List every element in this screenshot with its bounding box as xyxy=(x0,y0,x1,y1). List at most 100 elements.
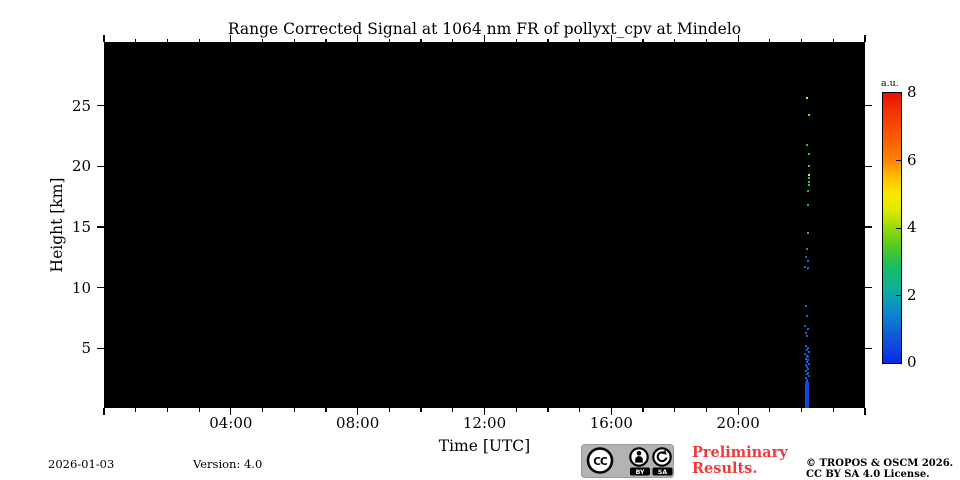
y-tick-label: 5 xyxy=(81,339,91,358)
copyright-line2: CC BY SA 4.0 License. xyxy=(806,469,930,480)
y-tick-major xyxy=(865,287,872,289)
y-tick-major xyxy=(97,347,104,349)
signal-point xyxy=(806,189,809,192)
y-tick-labels: 5 10 15 20 25 xyxy=(45,42,91,408)
x-axis-top-ticks xyxy=(103,35,866,42)
signal-point xyxy=(807,267,810,270)
signal-point xyxy=(807,174,810,177)
x-tick-minor xyxy=(198,38,200,42)
signal-point xyxy=(807,153,810,156)
sa-arrowhead-icon xyxy=(661,449,667,455)
signal-point xyxy=(807,113,810,116)
colorbar-minor-tick xyxy=(896,160,901,161)
x-tick-minor xyxy=(420,38,422,42)
colorbar-tick-label: 4 xyxy=(907,218,917,236)
cc-by-sa-badge: CC BY SA xyxy=(581,444,674,478)
signal-point xyxy=(804,266,807,269)
signal-point xyxy=(807,350,810,353)
signal-point xyxy=(808,165,811,168)
x-tick-minor xyxy=(325,38,327,42)
signal-point xyxy=(807,363,810,366)
signal-point xyxy=(806,259,809,262)
x-tick-minor xyxy=(579,38,581,42)
y-tick-major xyxy=(865,165,872,167)
x-tick-label: 12:00 xyxy=(462,414,507,432)
by-pill-text: BY xyxy=(636,469,645,476)
signal-point xyxy=(807,327,810,330)
y-axis-right-ticks xyxy=(865,42,872,408)
x-tick-minor xyxy=(198,408,200,412)
signal-point xyxy=(806,204,809,207)
y-tick-label: 15 xyxy=(71,218,91,236)
x-tick-minor xyxy=(166,38,168,42)
y-tick-major xyxy=(865,347,872,349)
x-tick-minor xyxy=(705,38,708,42)
signal-point xyxy=(805,357,808,360)
signal-point xyxy=(807,180,810,183)
x-tick-major xyxy=(230,35,232,42)
y-tick-major xyxy=(865,226,872,228)
x-tick-minor xyxy=(452,38,454,42)
y-tick-label: 20 xyxy=(71,157,91,176)
x-tick-minor xyxy=(674,408,676,412)
x-tick-label: 20:00 xyxy=(716,414,760,432)
signal-point xyxy=(805,349,808,352)
x-tick-minor xyxy=(769,408,771,412)
colorbar-tick-label: 6 xyxy=(907,150,917,169)
x-tick-label: 04:00 xyxy=(209,414,253,432)
x-tick-minor xyxy=(547,408,549,412)
signal-point xyxy=(807,375,810,378)
signal-point xyxy=(807,355,810,358)
y-tick-major xyxy=(97,226,104,228)
x-tick-major xyxy=(737,408,739,415)
colorbar-minor-tick xyxy=(896,227,901,229)
cc-logo-text: CC xyxy=(593,456,608,468)
by-person-body-icon xyxy=(635,456,643,463)
x-tick-minor xyxy=(293,408,295,412)
x-tick-major xyxy=(103,35,105,42)
signal-point xyxy=(805,373,808,376)
signal-point xyxy=(806,359,809,362)
x-tick-minor xyxy=(832,408,834,412)
y-axis-left-ticks xyxy=(97,42,104,408)
signal-point xyxy=(807,177,810,180)
colorbar-tick-label: 2 xyxy=(907,285,917,304)
x-tick-minor xyxy=(135,408,137,412)
signal-point xyxy=(804,325,807,328)
signal-point xyxy=(806,366,809,369)
by-person-head-icon xyxy=(636,451,642,456)
copyright-note: © TROPOS & OSCM 2026. CC BY SA 4.0 Licen… xyxy=(806,458,953,480)
preliminary-results-note: Preliminary Results. xyxy=(692,445,788,476)
x-tick-minor xyxy=(800,38,803,42)
heatmap-plot-area xyxy=(104,42,865,408)
version-label: Version: 4.0 xyxy=(193,457,263,471)
signal-point xyxy=(805,304,808,307)
x-tick-minor xyxy=(135,38,137,42)
x-tick-minor xyxy=(705,408,708,412)
x-tick-minor xyxy=(261,38,264,42)
y-tick-major xyxy=(865,105,872,107)
x-tick-minor xyxy=(388,408,390,412)
signal-point xyxy=(805,361,808,364)
x-tick-major xyxy=(610,35,612,42)
x-tick-minor xyxy=(388,38,390,42)
x-tick-minor xyxy=(800,408,803,412)
x-tick-major xyxy=(357,408,359,415)
colorbar-tick-label: 8 xyxy=(907,83,917,101)
x-tick-major xyxy=(483,408,486,415)
x-tick-minor xyxy=(674,38,676,42)
signal-point xyxy=(805,344,808,347)
x-axis-bottom-ticks xyxy=(103,408,866,415)
colorbar-units-label: a.u. xyxy=(881,78,899,89)
x-tick-major xyxy=(103,408,105,415)
x-tick-minor xyxy=(642,408,644,412)
signal-point xyxy=(805,256,808,259)
surface-signal-column xyxy=(805,382,810,408)
signal-point xyxy=(804,364,807,367)
measurement-date: 2026-01-03 xyxy=(48,457,115,471)
x-tick-major xyxy=(737,35,739,42)
x-tick-major xyxy=(357,35,359,42)
x-tick-labels: 04:00 08:00 12:00 16:00 20:00 xyxy=(104,414,865,434)
cc-logo-circle xyxy=(586,447,614,474)
